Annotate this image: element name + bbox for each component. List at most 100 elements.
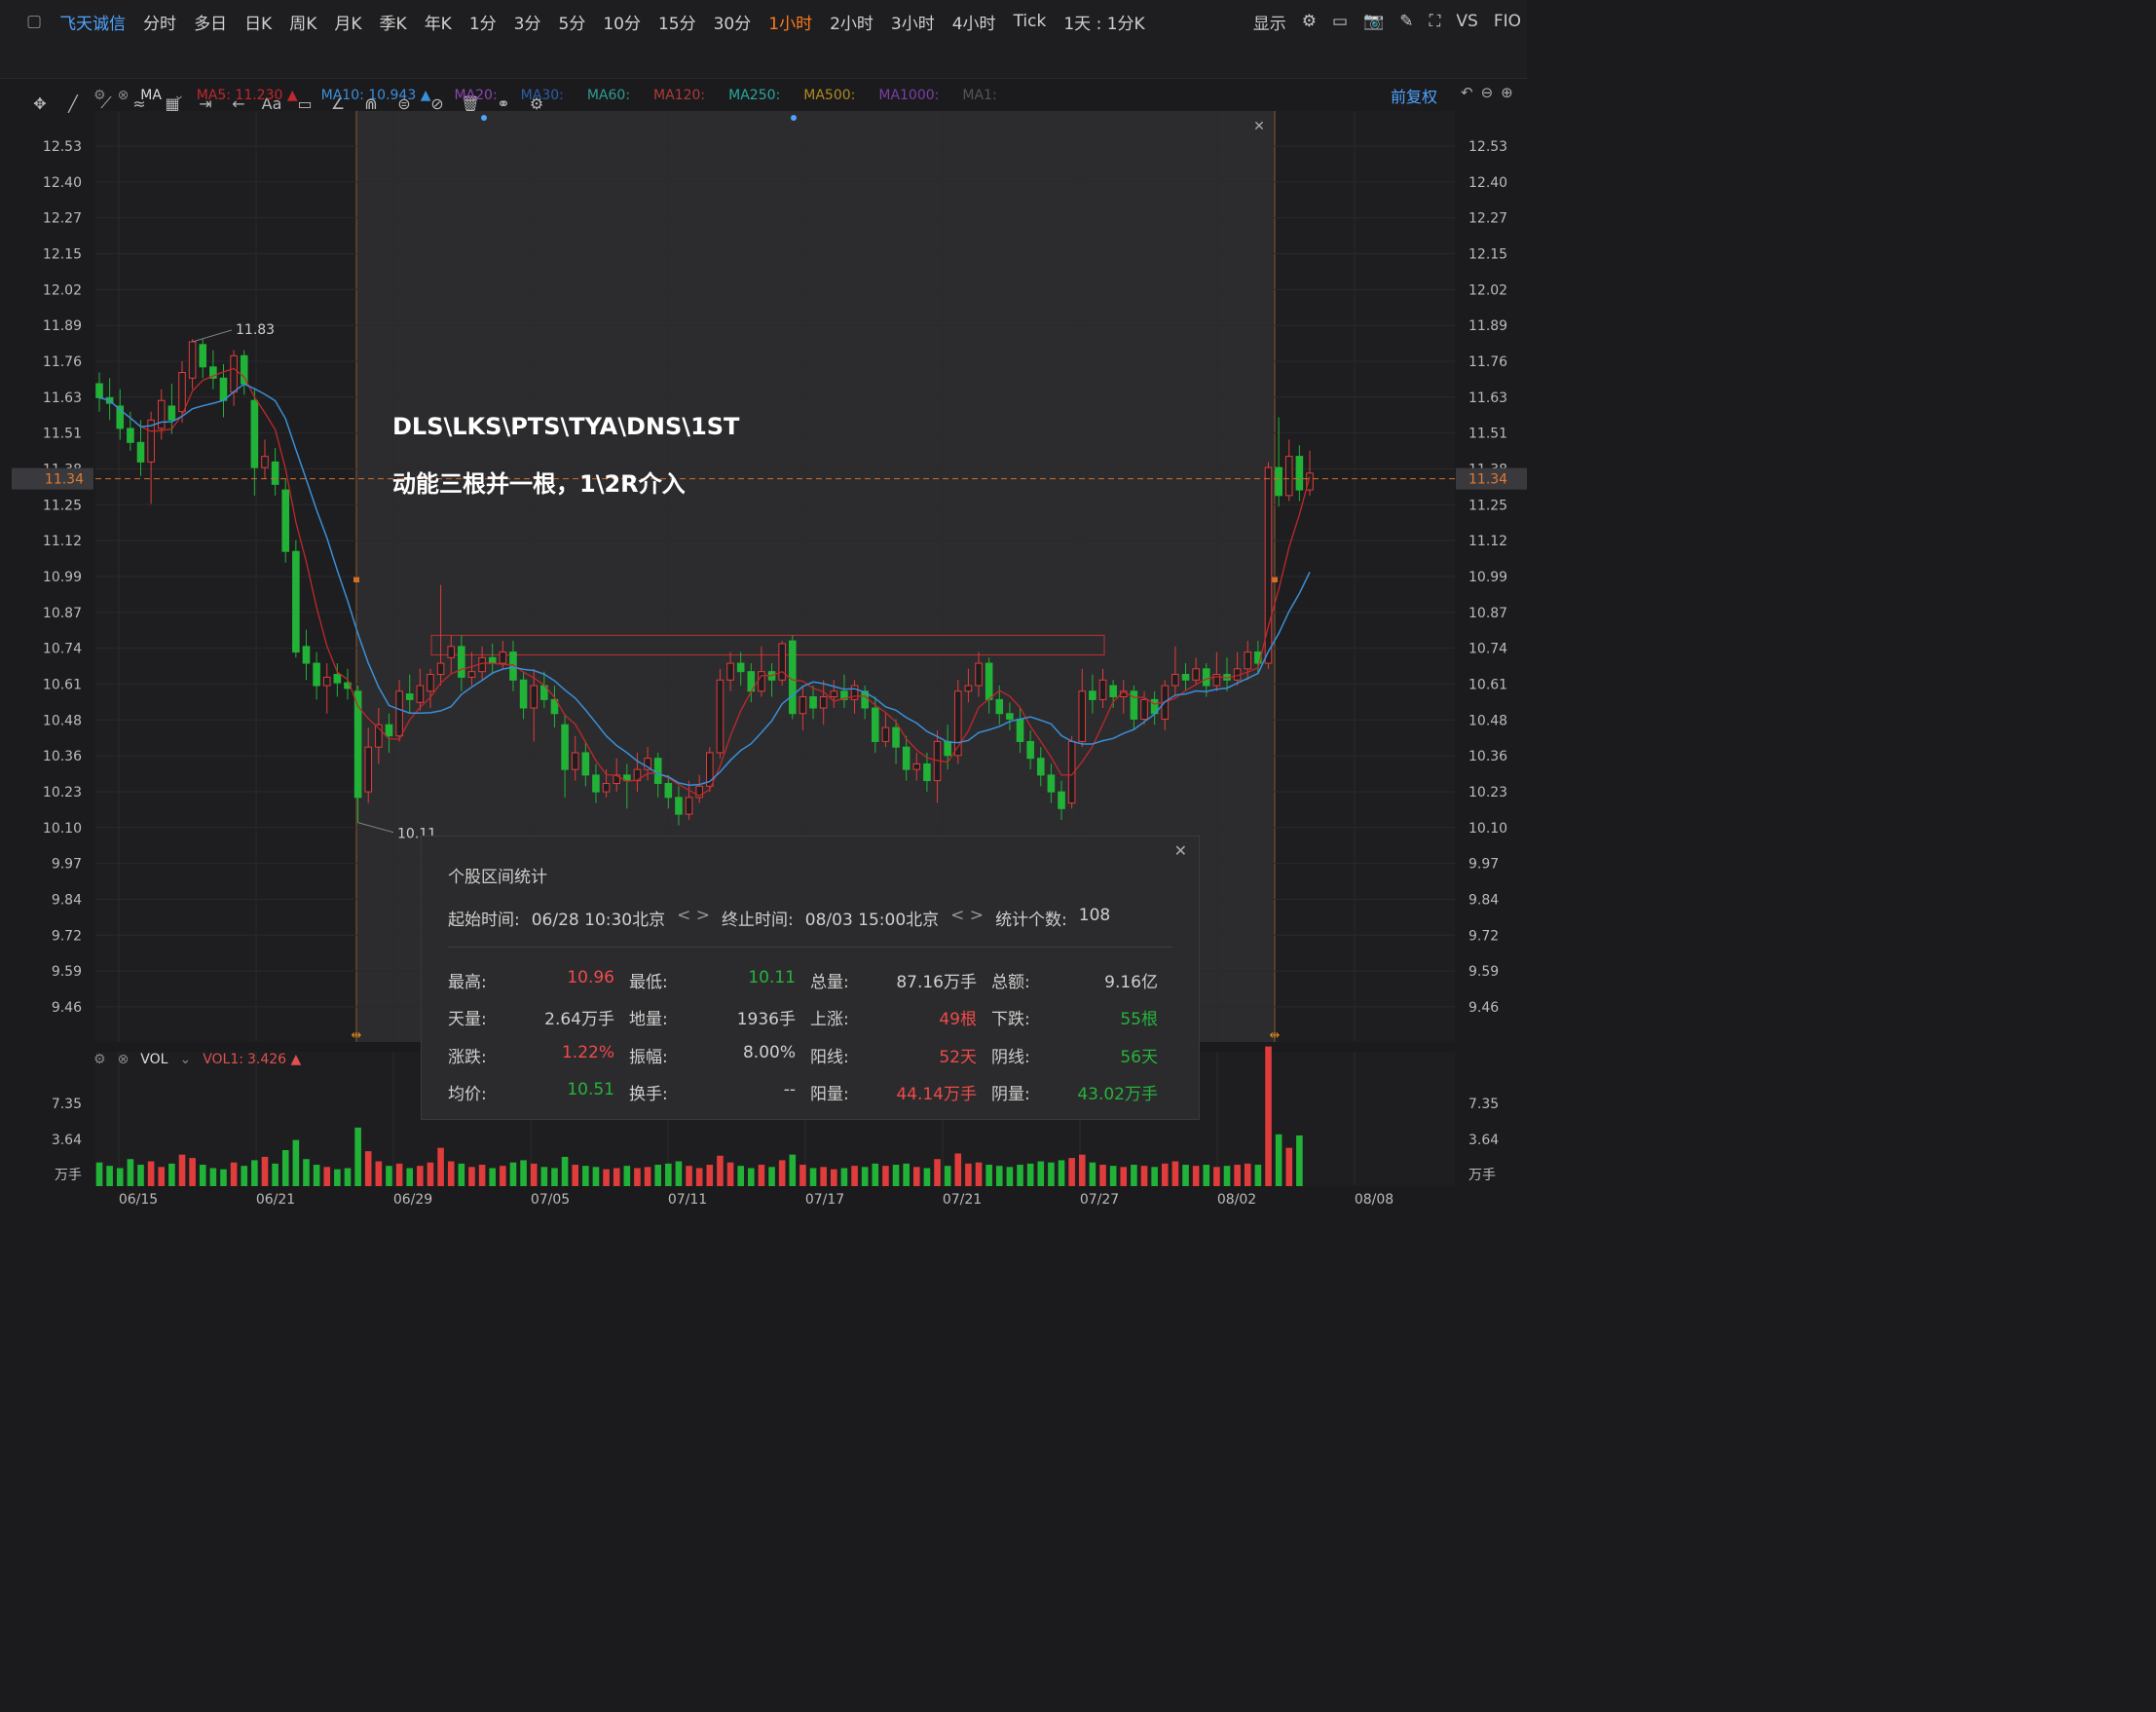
line-icon[interactable]: ╱ <box>68 93 78 113</box>
tab-period[interactable]: 季K <box>379 14 407 34</box>
volume-bar <box>417 1166 424 1186</box>
chevron-down-icon[interactable]: ⌄ <box>172 88 185 103</box>
pencil-icon[interactable]: ✎ <box>1399 12 1414 31</box>
volume-bar <box>386 1166 392 1186</box>
tab-period[interactable]: 月K <box>334 14 362 34</box>
ma-item[interactable]: MA5: 11.230 ▲ <box>196 88 298 103</box>
price-tick-label: 9.59 <box>52 964 82 980</box>
tab-period[interactable]: 3分 <box>513 14 541 34</box>
price-tick-label: 9.84 <box>52 892 82 908</box>
angle-icon[interactable]: ∠ <box>330 93 346 113</box>
selection-handle <box>1272 577 1278 582</box>
candle-body <box>819 696 828 709</box>
gear-icon[interactable]: ⚙ <box>93 88 106 103</box>
candle-body <box>209 366 217 379</box>
display-dropdown[interactable]: 显示 <box>1252 14 1286 34</box>
price-tick-label: 9.46 <box>52 1000 82 1016</box>
volume-bar <box>748 1168 755 1186</box>
tab-period-active[interactable]: 1小时 <box>768 14 813 34</box>
ma-item[interactable]: MA1000: <box>878 88 940 103</box>
tab-period[interactable]: 1分 <box>468 14 497 34</box>
ma-item[interactable]: MA10: 10.943 ▲ <box>320 88 431 103</box>
volume-bar <box>1244 1163 1251 1186</box>
tab-period[interactable]: 2小时 <box>830 14 874 34</box>
ma-label[interactable]: MA <box>140 88 162 103</box>
chevron-down-icon[interactable]: ⌄ <box>179 1052 192 1067</box>
ray-icon[interactable]: ⟋ <box>100 93 112 112</box>
ma-item[interactable]: MA30: <box>520 88 564 103</box>
x-tick-label: 07/17 <box>805 1192 844 1208</box>
tab-period[interactable]: 周K <box>289 14 317 34</box>
tab-period[interactable]: 日K <box>244 14 273 34</box>
price-tick-label: 11.38 <box>43 462 82 477</box>
ma-item[interactable]: MA120: <box>653 88 706 103</box>
candle-body <box>167 405 176 421</box>
vol-tick-label: 7.35 <box>52 1097 82 1112</box>
volume-bar <box>334 1169 341 1186</box>
candle-body <box>726 662 734 681</box>
ma-item[interactable]: MA60: <box>586 88 631 103</box>
tab-period[interactable]: 4小时 <box>951 14 996 34</box>
stock-name-tab[interactable]: 飞天诚信 <box>59 14 127 34</box>
tab-period[interactable]: 多日 <box>194 14 228 34</box>
wave-icon[interactable]: ≈ <box>132 93 146 113</box>
candle-body <box>1171 674 1179 687</box>
close-icon[interactable]: ⊗ <box>117 1052 130 1067</box>
ma-item[interactable]: MA500: <box>803 88 856 103</box>
volume-bar <box>241 1166 248 1186</box>
tab-period[interactable]: 10分 <box>603 14 641 34</box>
adjust-button[interactable]: 前复权 <box>1391 88 1438 106</box>
undo-icon[interactable]: ↶ <box>1461 84 1473 101</box>
grid-icon[interactable]: ▦ <box>165 93 180 113</box>
candle-body <box>933 740 942 782</box>
volume-bar <box>582 1166 589 1186</box>
fio-button[interactable]: FIO <box>1493 12 1521 31</box>
move-icon[interactable]: ✥ <box>33 93 47 113</box>
close-icon[interactable]: ✕ <box>1173 841 1187 860</box>
close-icon[interactable]: ⊗ <box>117 88 130 103</box>
hide-icon[interactable]: ⊘ <box>430 93 444 113</box>
tab-period[interactable]: 5分 <box>558 14 586 34</box>
end-arrows-icon[interactable]: < > <box>950 906 985 925</box>
zoom-out-icon[interactable]: ⊖ <box>1480 84 1494 101</box>
gear-icon[interactable]: ⚙ <box>1301 12 1317 31</box>
tab-period[interactable]: 分时 <box>143 14 177 34</box>
settings-icon[interactable]: ⚙ <box>529 93 544 113</box>
current-price-label: 11.34 <box>1468 472 1507 488</box>
comment-icon[interactable]: ▭ <box>297 93 313 113</box>
ma-item[interactable]: MA20: <box>454 88 498 103</box>
range-icon[interactable]: ⇥ <box>199 93 212 113</box>
vol-label[interactable]: VOL <box>140 1052 168 1067</box>
tab-period[interactable]: 3小时 <box>890 14 935 34</box>
magnet-icon[interactable]: ⋒ <box>364 93 378 113</box>
text-icon[interactable]: Aa <box>261 93 282 113</box>
start-arrows-icon[interactable]: < > <box>677 906 711 925</box>
candle-body <box>633 768 642 782</box>
volume-bar <box>613 1168 620 1186</box>
zoom-in-icon[interactable]: ⊕ <box>1501 84 1513 101</box>
arrow-icon[interactable]: ← <box>232 93 245 113</box>
gear-icon[interactable]: ⚙ <box>93 1052 106 1067</box>
tab-period[interactable]: Tick <box>1013 12 1047 31</box>
tab-period[interactable]: 30分 <box>713 14 752 34</box>
trash-icon[interactable]: 🗑 <box>460 93 481 113</box>
vs-button[interactable]: VS <box>1456 12 1478 31</box>
candle-body <box>250 399 259 468</box>
window-icon[interactable]: ▭ <box>1332 12 1349 31</box>
tab-period[interactable]: 15分 <box>657 14 696 34</box>
ma-item[interactable]: MA250: <box>728 88 781 103</box>
link-icon[interactable]: ⚭ <box>497 93 510 113</box>
layout-icon[interactable]: ▢ <box>26 12 43 31</box>
camera-icon[interactable]: 📷 <box>1363 12 1385 31</box>
candle-body <box>892 726 900 748</box>
tab-period[interactable]: 1天 : 1分K <box>1063 14 1145 34</box>
eye-icon[interactable]: ⊜ <box>397 93 411 113</box>
stats-value: 55根 <box>1120 1010 1158 1030</box>
ma-item[interactable]: MA1: <box>962 88 997 103</box>
volume-bar <box>1265 1046 1272 1186</box>
stats-value: 56天 <box>1120 1047 1158 1067</box>
tab-period[interactable]: 年K <box>424 14 452 34</box>
volume-bar <box>116 1168 124 1186</box>
stats-cell: 上涨: 49根 <box>810 1005 991 1029</box>
fullscreen-icon[interactable]: ⛶ <box>1429 12 1441 31</box>
